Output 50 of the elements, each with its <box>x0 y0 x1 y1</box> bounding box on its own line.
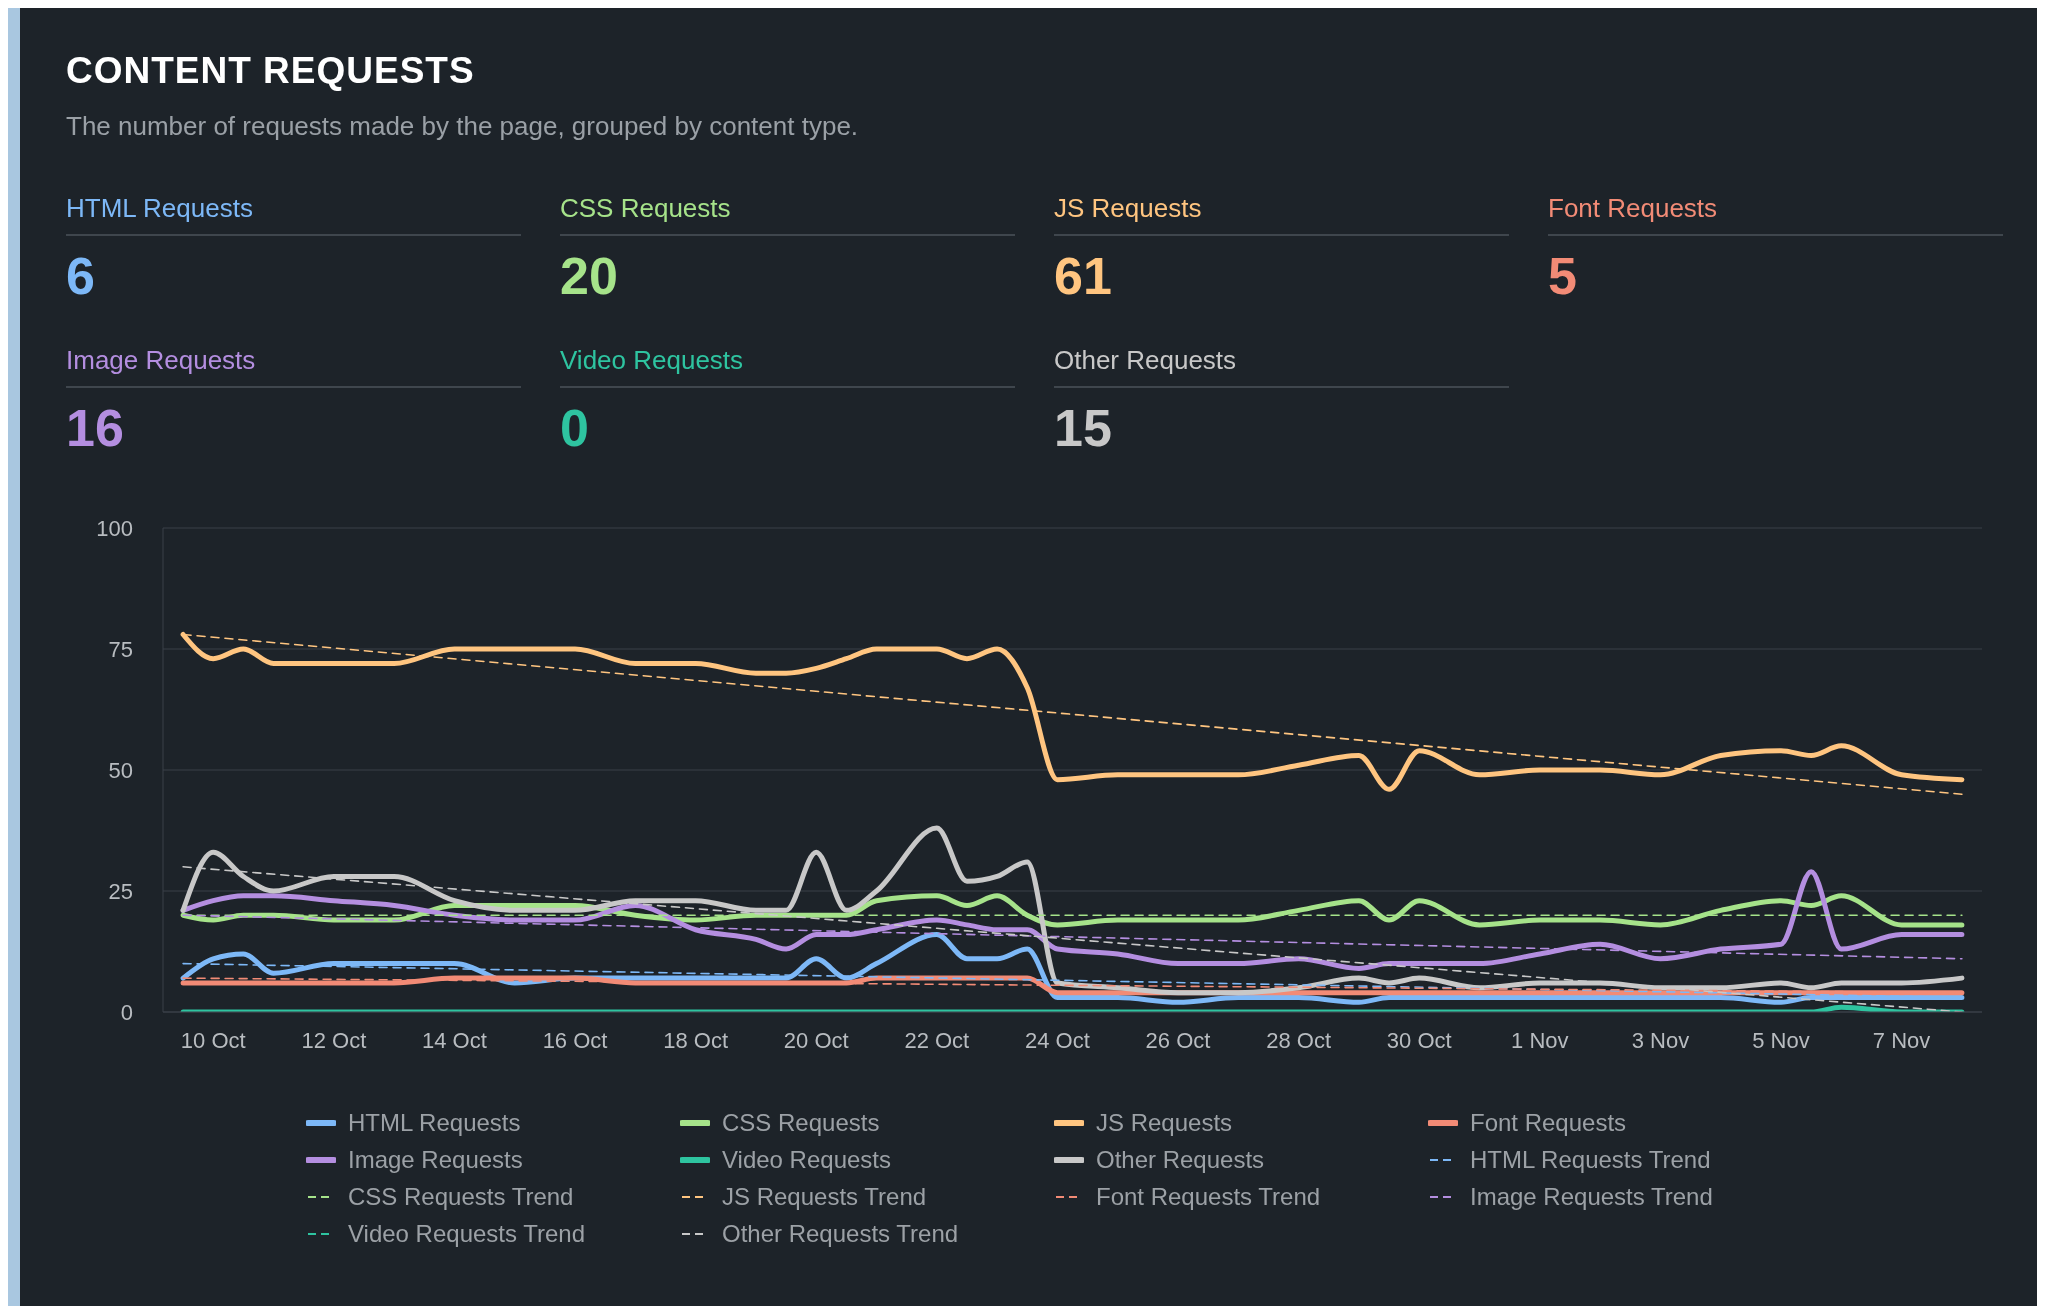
data-label: 20 <box>560 246 619 306</box>
legend-label: Video Requests Trend <box>348 1219 586 1248</box>
text: The number of requests made by the page, grouped by content type. <box>66 111 859 142</box>
x-tick-label: 1 Nov <box>1511 1027 1569 1053</box>
y-tick-label: 25 <box>108 878 133 904</box>
legend-label: Video Requests <box>722 1145 892 1174</box>
data-label: 16 <box>66 398 125 458</box>
legend-label: Font Requests Trend <box>1096 1182 1321 1211</box>
text: CONTENT REQUESTS <box>66 50 475 92</box>
legend-label: HTML Requests Trend <box>1470 1145 1711 1174</box>
x-tick-label: 7 Nov <box>1872 1027 1931 1053</box>
x-tick-label: 5 Nov <box>1752 1027 1810 1053</box>
category-label: Font Requests <box>1548 193 2003 236</box>
legend-label: Font Requests <box>1470 1108 1627 1137</box>
x-tick-label: 12 Oct <box>301 1027 367 1053</box>
data-label: 5 <box>1548 246 1578 306</box>
y-tick-label: 50 <box>108 757 133 783</box>
data-label: 15 <box>1054 398 1113 458</box>
x-tick-label: 20 Oct <box>783 1027 849 1053</box>
y-tick-label: 100 <box>96 515 133 541</box>
x-tick-label: 16 Oct <box>542 1027 608 1053</box>
category-label: JS Requests <box>1054 193 1509 236</box>
legend-label: CSS Requests <box>722 1108 880 1137</box>
data-label: 6 <box>66 246 96 306</box>
legend-label: Other Requests Trend <box>722 1219 959 1248</box>
y-tick-label: 0 <box>120 999 133 1025</box>
legend-label: Other Requests <box>1096 1145 1265 1174</box>
x-tick-label: 3 Nov <box>1631 1027 1690 1053</box>
y-tick-label: 75 <box>108 636 133 662</box>
category-label: CSS Requests <box>560 193 1015 236</box>
x-tick-label: 26 Oct <box>1145 1027 1211 1053</box>
category-label: Video Requests <box>560 345 1015 388</box>
data-label: 0 <box>560 398 590 458</box>
x-tick-label: 10 Oct <box>180 1027 246 1053</box>
category-label: HTML Requests <box>66 193 521 236</box>
legend-label: Image Requests Trend <box>1470 1182 1713 1211</box>
legend-label: Image Requests <box>348 1145 523 1174</box>
x-tick-label: 14 Oct <box>422 1027 487 1053</box>
legend-label: HTML Requests <box>348 1108 521 1137</box>
category-label: Image Requests <box>66 345 521 388</box>
x-tick-label: 24 Oct <box>1025 1027 1090 1053</box>
x-tick-label: 28 Oct <box>1266 1027 1332 1053</box>
legend-label: JS Requests <box>1096 1108 1233 1137</box>
legend-label: JS Requests Trend <box>722 1182 927 1211</box>
data-label: 61 <box>1054 246 1113 306</box>
legend-label: CSS Requests Trend <box>348 1182 574 1211</box>
x-tick-label: 30 Oct <box>1386 1027 1452 1053</box>
category-label: Other Requests <box>1054 345 1509 388</box>
x-tick-label: 18 Oct <box>663 1027 729 1053</box>
x-tick-label: 22 Oct <box>904 1027 970 1053</box>
